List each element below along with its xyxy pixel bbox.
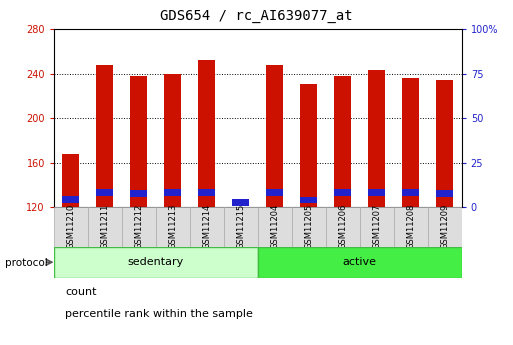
Bar (402, 78, 419, 207)
Bar (122, 207, 156, 247)
Bar (300, 84, 317, 207)
Bar (156, 207, 190, 247)
Bar (436, 80, 453, 207)
Bar (54, 247, 258, 278)
Bar (63, 154, 80, 207)
Bar (190, 207, 224, 247)
Bar (96, 189, 113, 196)
Bar (428, 207, 462, 247)
Bar (63, 196, 80, 203)
Bar (88, 207, 122, 247)
Text: GSM11204: GSM11204 (270, 204, 279, 249)
Bar (360, 207, 394, 247)
Bar (436, 190, 453, 197)
Text: GSM11208: GSM11208 (406, 203, 415, 249)
Text: GSM11207: GSM11207 (372, 203, 381, 249)
Bar (96, 65, 113, 207)
Bar (232, 199, 249, 206)
Bar (258, 207, 292, 247)
Bar (334, 76, 351, 207)
Bar (300, 197, 317, 203)
Text: GSM11215: GSM11215 (236, 204, 245, 249)
Text: GDS654 / rc_AI639077_at: GDS654 / rc_AI639077_at (160, 9, 353, 23)
Bar (164, 74, 181, 207)
Text: active: active (343, 257, 377, 267)
Bar (334, 189, 351, 196)
Text: GSM11211: GSM11211 (101, 204, 109, 249)
Bar (54, 207, 88, 247)
Text: GSM11214: GSM11214 (202, 204, 211, 249)
Bar (266, 65, 283, 207)
Bar (292, 207, 326, 247)
Bar (393, 207, 428, 247)
Text: GSM11213: GSM11213 (168, 203, 177, 249)
Text: GSM11212: GSM11212 (134, 204, 143, 249)
Bar (130, 76, 147, 207)
Text: GSM11210: GSM11210 (66, 204, 75, 249)
Bar (266, 189, 283, 196)
Bar (402, 189, 419, 196)
Text: sedentary: sedentary (128, 257, 184, 267)
Bar (224, 207, 258, 247)
Text: percentile rank within the sample: percentile rank within the sample (66, 309, 253, 319)
Bar (130, 190, 147, 197)
Bar (164, 189, 181, 196)
Text: GSM11209: GSM11209 (440, 204, 449, 249)
Bar (326, 207, 360, 247)
Bar (258, 247, 462, 278)
Bar (368, 189, 385, 196)
Bar (368, 70, 385, 207)
Text: GSM11206: GSM11206 (338, 203, 347, 249)
Text: count: count (66, 287, 97, 296)
Text: protocol: protocol (5, 258, 48, 268)
Text: GSM11205: GSM11205 (304, 204, 313, 249)
Bar (199, 60, 215, 207)
Bar (199, 189, 215, 196)
